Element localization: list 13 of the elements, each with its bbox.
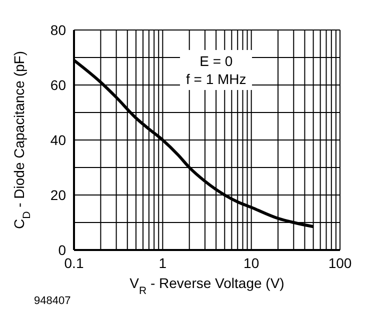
y-tick-label: 0 — [58, 242, 66, 258]
annotation: E = 0 — [198, 52, 234, 70]
x-tick-label: 1 — [158, 254, 167, 271]
x-tick-label: 100 — [328, 254, 352, 271]
y-tick-label: 60 — [50, 76, 66, 93]
y-tick-label: 20 — [50, 186, 66, 203]
x-tick-label: 10 — [244, 254, 260, 271]
annotation: f = 1 MHz — [186, 70, 246, 88]
y-tick-label: 80 — [50, 22, 66, 38]
x-tick-label: 0.1 — [64, 254, 84, 271]
y-tick-label: 40 — [50, 132, 66, 148]
x-axis-title: V$_{R}$ - Reverse Voltage (V) — [130, 275, 284, 297]
text: 948407 — [34, 295, 71, 307]
